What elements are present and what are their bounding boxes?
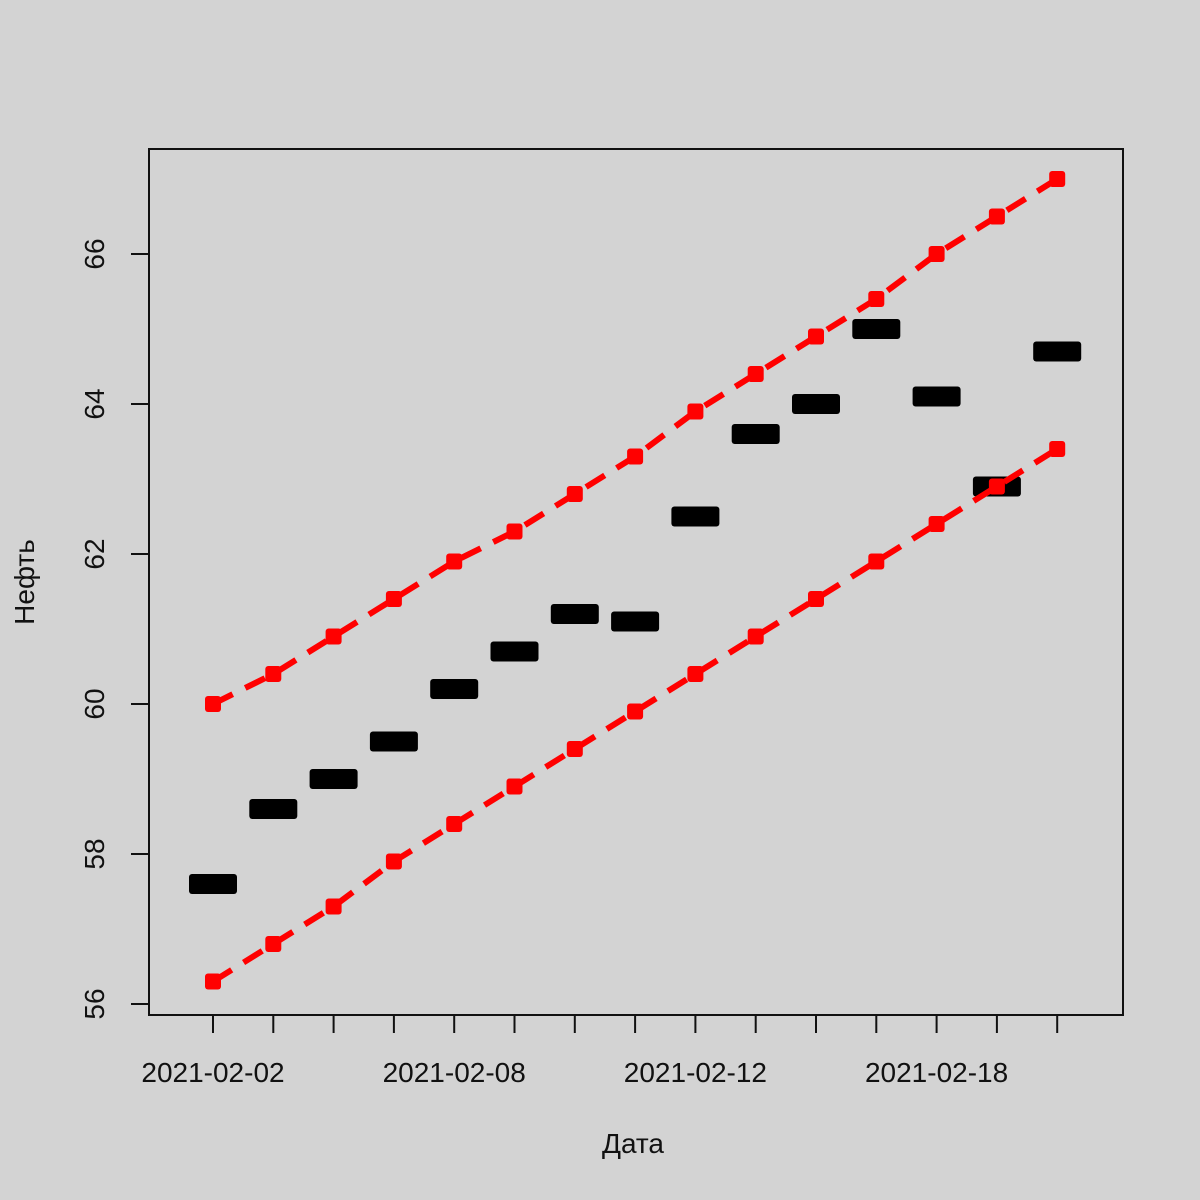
data-point (446, 553, 463, 570)
plot-frame (148, 148, 1124, 1016)
y-tick-label: 60 (79, 688, 110, 719)
data-point (731, 424, 780, 444)
data-point (385, 853, 402, 870)
data-point (912, 386, 961, 407)
data-point (506, 523, 523, 540)
data-point (611, 611, 660, 632)
series-1 (189, 319, 1082, 894)
data-point (928, 246, 945, 262)
data-point (189, 874, 237, 894)
y-tick-label: 66 (79, 238, 110, 269)
data-point (325, 898, 342, 915)
data-point (205, 973, 221, 990)
data-point (852, 319, 901, 339)
x-tick-label: 2021-02-18 (865, 1057, 1008, 1088)
data-point (566, 741, 583, 757)
series-2 (205, 171, 1066, 712)
data-point (627, 448, 644, 465)
data-point (249, 799, 298, 819)
x-axis: 2021-02-02 2021-02-08 2021-02-12 2021-02-18 (141, 1014, 1059, 1088)
data-point (868, 553, 885, 570)
y-tick-label: 56 (79, 988, 110, 1019)
data-point (265, 666, 282, 682)
data-point (687, 666, 704, 682)
data-point (1049, 441, 1066, 457)
data-point (506, 778, 523, 795)
data-point (808, 328, 824, 345)
data-point (747, 366, 764, 382)
data-point (325, 628, 342, 645)
y-axis-title: Нефть (9, 539, 40, 625)
y-axis: 56 58 60 62 64 66 (79, 238, 150, 1020)
data-point (747, 628, 764, 645)
y-tick-label: 64 (79, 388, 110, 419)
data-point (309, 769, 358, 789)
data-point (808, 591, 824, 607)
data-point (988, 208, 1005, 225)
data-point (490, 641, 539, 662)
data-point (566, 486, 583, 502)
y-tick-label: 58 (79, 838, 110, 869)
data-point (430, 679, 479, 699)
x-tick-label: 2021-02-02 (141, 1057, 284, 1088)
data-point (792, 394, 840, 414)
data-point (627, 703, 644, 720)
data-point (385, 591, 402, 607)
x-tick-label: 2021-02-08 (383, 1057, 526, 1088)
data-point (1049, 171, 1066, 187)
series-3 (205, 441, 1066, 990)
x-tick-label: 2021-02-12 (624, 1057, 767, 1088)
data-point (988, 478, 1005, 495)
data-point (265, 936, 282, 952)
x-axis-title: Дата (602, 1128, 664, 1159)
data-point (205, 696, 221, 712)
y-tick-label: 62 (79, 538, 110, 569)
data-point (550, 604, 599, 624)
data-point (446, 816, 463, 832)
data-point (1033, 341, 1082, 362)
data-point (671, 506, 720, 527)
data-point (687, 403, 704, 420)
data-point (369, 731, 418, 752)
series-line (211, 446, 1059, 985)
data-point (868, 291, 885, 307)
data-point (928, 516, 945, 532)
series-layer (189, 171, 1082, 990)
